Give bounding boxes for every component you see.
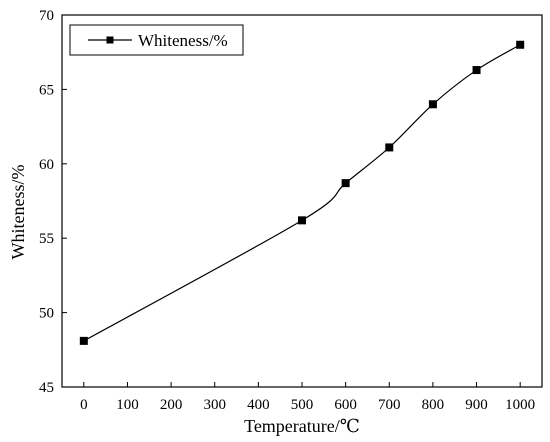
y-tick-label: 70 [39,8,54,24]
y-axis-title: Whiteness/% [8,165,28,260]
x-axis-title: Temperature/℃ [244,416,360,436]
data-points [79,40,525,345]
plot-frame [61,14,543,388]
y-tick-label: 60 [39,157,54,173]
x-tick-label: 900 [465,397,488,413]
x-tick-label: 300 [203,397,226,413]
x-tick-label: 800 [422,397,445,413]
data-point-marker [79,336,88,345]
data-point-marker [298,216,306,225]
x-tick-label: 500 [291,397,314,413]
data-point-marker [341,179,350,188]
y-tick-label: 55 [39,231,54,247]
legend-marker-swatch [106,36,114,44]
y-axis: 45 50 55 60 65 70 [39,8,67,396]
x-tick-label: 600 [334,397,357,413]
x-axis: 0 100 200 300 400 500 600 700 800 900 1000 [80,382,535,413]
y-tick-label: 50 [39,306,54,322]
data-point-marker [385,143,394,152]
y-tick-label: 65 [39,82,54,98]
x-tick-label: 0 [80,397,88,413]
y-tick-label: 45 [39,380,54,396]
data-point-marker [428,100,437,109]
data-point-marker [516,40,525,49]
x-tick-label: 100 [116,397,139,413]
x-tick-label: 400 [247,397,270,413]
legend-label: Whiteness/% [138,31,228,50]
whiteness-line [83,44,521,342]
legend: Whiteness/% [69,24,244,56]
x-tick-label: 200 [160,397,183,413]
data-point-marker [472,66,481,75]
x-tick-label: 700 [378,397,401,413]
x-tick-label: 1000 [505,397,535,413]
